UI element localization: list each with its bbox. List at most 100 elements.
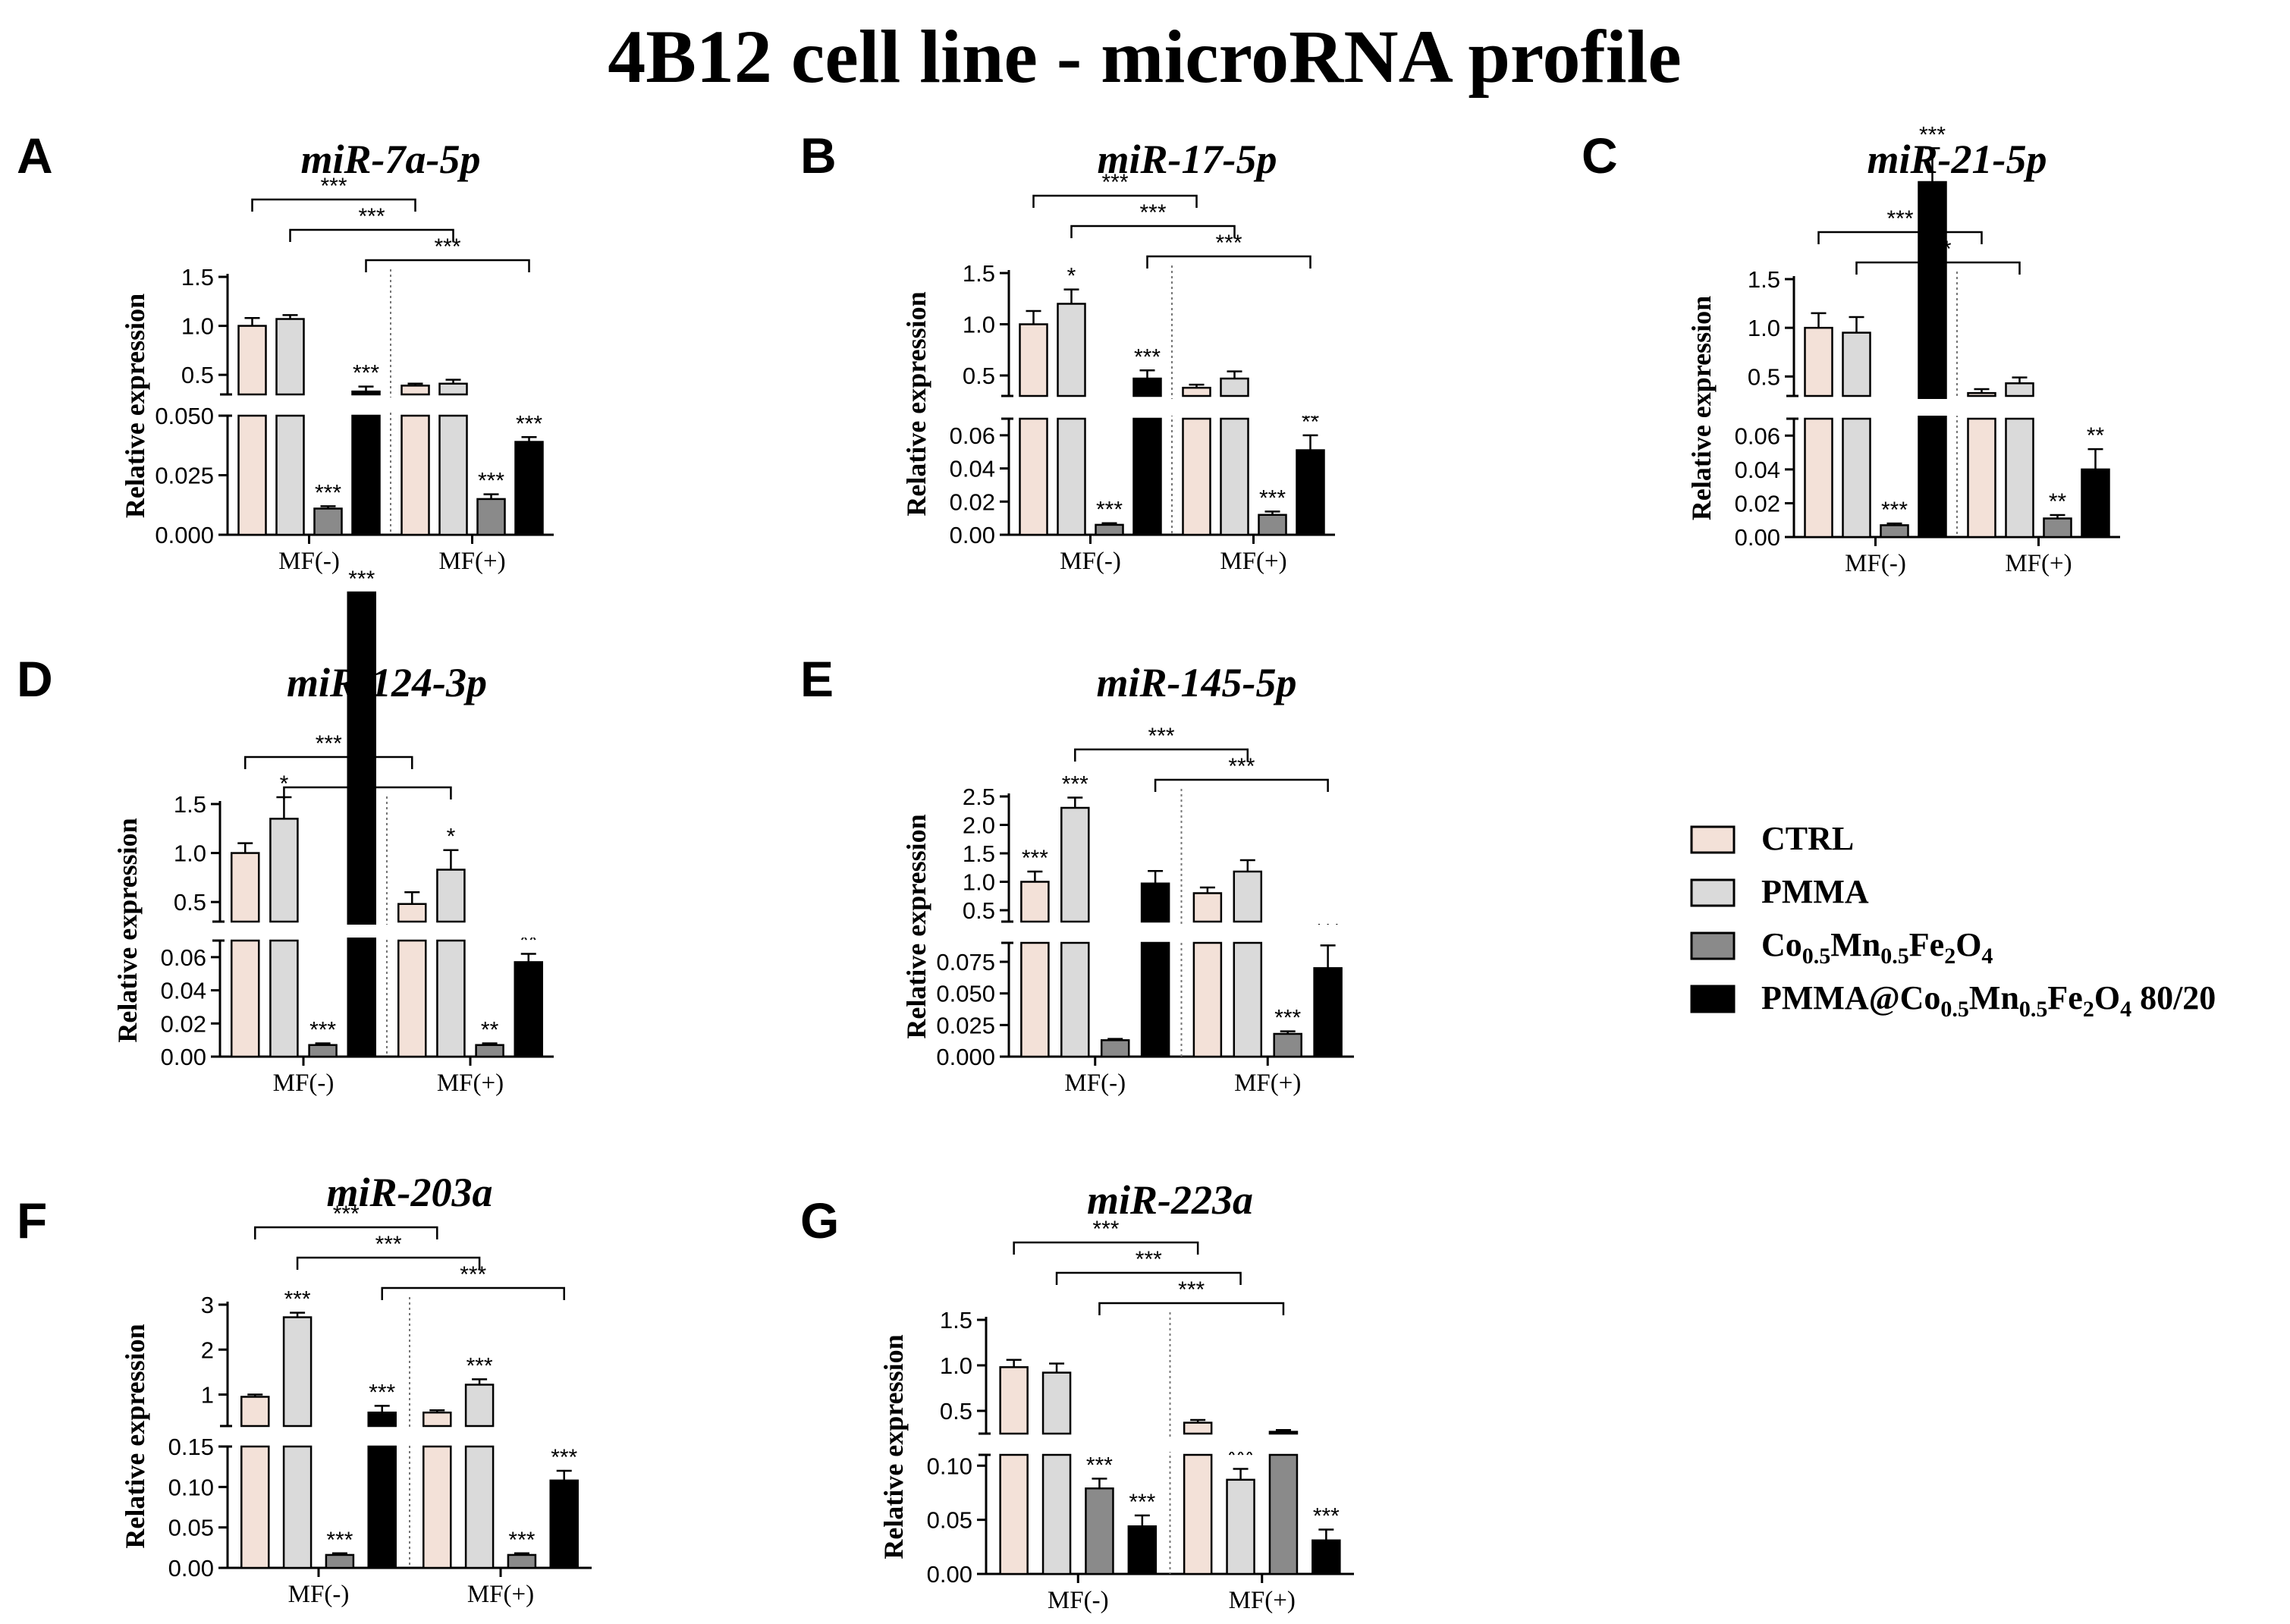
y-tick-label: 0.06 xyxy=(1735,422,1780,449)
x-tick-label: MF(-) xyxy=(1845,550,1906,577)
bar-pmma-co0-5mn0-5fe2o4-80-20-1 xyxy=(2081,468,2110,539)
comparison-bracket xyxy=(1855,261,2021,275)
bar-pmma-0 xyxy=(1057,417,1086,536)
comparison-bracket xyxy=(1146,255,1311,269)
bar-co0-5mn0-5fe2o4-0 xyxy=(325,1553,355,1569)
y-tick-label: 0.02 xyxy=(950,488,995,515)
comparison-bracket xyxy=(289,228,454,242)
significance-label: *** xyxy=(309,1018,336,1043)
bar-ctrl-1 xyxy=(423,1445,452,1569)
bar-ctrl-1 xyxy=(1967,417,1996,539)
x-tick-label: MF(+) xyxy=(1220,548,1286,575)
legend-item: PMMA xyxy=(1690,873,1869,910)
y-tick-label: 2.0 xyxy=(963,812,995,839)
bar-co0-5mn0-5fe2o4-1 xyxy=(1273,1032,1302,1058)
x-tick-label: MF(+) xyxy=(437,1070,504,1097)
y-tick-label: 0.025 xyxy=(936,1012,995,1038)
y-tick-label: 3 xyxy=(201,1292,214,1318)
y-tick-label: 1.0 xyxy=(940,1352,972,1379)
bar-co0-5mn0-5fe2o4-1 xyxy=(1268,1453,1299,1575)
y-tick-label: 0.05 xyxy=(927,1507,972,1534)
comparison-bracket-label: *** xyxy=(1924,237,1951,262)
bar-co0-5mn0-5fe2o4-0 xyxy=(1085,1487,1114,1575)
y-axis-label: Relative expression xyxy=(878,1334,909,1559)
x-tick-label: MF(-) xyxy=(273,1070,335,1097)
significance-label: *** xyxy=(1129,1490,1155,1515)
significance-label: *** xyxy=(516,411,542,436)
bar-pmma-1-upper xyxy=(436,869,466,923)
significance-label: *** xyxy=(353,361,379,386)
bar-ctrl-1-upper xyxy=(423,1411,452,1428)
legend-swatch xyxy=(1690,985,1736,1013)
legend-item: Co0.5Mn0.5Fe2O4 xyxy=(1690,926,1993,969)
comparison-bracket-label: *** xyxy=(320,174,347,199)
y-tick-label: 0.5 xyxy=(963,363,995,389)
bar-pmma-0-upper xyxy=(269,818,299,923)
bar-co0-5mn0-5fe2o4-0 xyxy=(1880,524,1909,539)
y-tick-label: 0.10 xyxy=(168,1474,214,1500)
bar-pmma-1 xyxy=(1220,417,1249,536)
bar-ctrl-0-upper xyxy=(231,852,260,923)
axis-break-gap xyxy=(988,1437,1356,1452)
axis-break-gap xyxy=(230,1429,594,1443)
y-tick-label: 1.5 xyxy=(963,260,995,287)
bar-ctrl-1-upper xyxy=(401,385,430,396)
y-axis-label: Relative expression xyxy=(120,294,150,518)
comparison-bracket-label: *** xyxy=(1101,170,1128,195)
bar-pmma-1-upper xyxy=(464,1384,495,1428)
y-tick-label: 0.05 xyxy=(168,1515,214,1541)
bar-ctrl-1-upper xyxy=(1967,391,1996,397)
significance-label: ** xyxy=(1302,410,1320,435)
panel-letter: A xyxy=(17,127,53,184)
bar-ctrl-1 xyxy=(1192,941,1223,1058)
legend-item: PMMA@Co0.5Mn0.5Fe2O4 80/20 xyxy=(1690,979,2216,1022)
panel-title: miR-223a xyxy=(1087,1177,1253,1223)
significance-label: *** xyxy=(1022,846,1048,871)
comparison-bracket xyxy=(296,1256,481,1270)
bar-pmma-co0-5mn0-5fe2o4-80-20-1 xyxy=(1313,967,1343,1058)
bar-pmma-1 xyxy=(436,939,466,1058)
comparison-bracket xyxy=(1013,1241,1199,1255)
bar-ctrl-0 xyxy=(1019,417,1048,536)
y-tick-label: 0.06 xyxy=(161,944,206,971)
y-tick-label: 1.5 xyxy=(181,264,214,291)
comparison-bracket-label: *** xyxy=(1886,206,1913,231)
comparison-bracket xyxy=(1055,1271,1242,1285)
y-tick-label: 0.025 xyxy=(155,463,214,489)
axis-break-gap xyxy=(1011,399,1337,416)
y-tick-label: 0.050 xyxy=(936,981,995,1007)
bar-co0-5mn0-5fe2o4-0 xyxy=(308,1044,338,1058)
bar-ctrl-0 xyxy=(999,1453,1029,1575)
significance-label: *** xyxy=(1259,485,1286,510)
bar-pmma-1-upper xyxy=(2005,382,2034,397)
bar-pmma-0-upper xyxy=(282,1316,313,1428)
significance-label: *** xyxy=(466,1353,493,1378)
comparison-bracket xyxy=(1098,1302,1285,1315)
legend-label: PMMA@Co0.5Mn0.5Fe2O4 80/20 xyxy=(1761,979,2216,1022)
bar-ctrl-1 xyxy=(401,414,430,536)
significance-label: ** xyxy=(481,1018,499,1043)
x-tick-label: MF(-) xyxy=(1064,1070,1126,1097)
bar-pmma-0 xyxy=(282,1445,313,1569)
bar-pmma-0-upper xyxy=(275,318,305,396)
y-tick-label: 0.5 xyxy=(963,897,995,924)
significance-label: *** xyxy=(1134,344,1161,369)
bar-pmma-0-upper xyxy=(1057,303,1086,397)
significance-label: * xyxy=(280,771,289,796)
x-tick-label: MF(+) xyxy=(2005,550,2072,577)
bar-pmma-1 xyxy=(464,1445,495,1569)
bar-pmma-co0-5mn0-5fe2o4-80-20-0 xyxy=(351,414,381,536)
panel-letter: D xyxy=(17,651,53,707)
bar-co0-5mn0-5fe2o4-1 xyxy=(507,1553,537,1569)
bar-co0-5mn0-5fe2o4-0 xyxy=(313,507,343,536)
y-tick-label: 0.02 xyxy=(161,1010,206,1037)
comparison-bracket xyxy=(1817,231,1983,244)
significance-label: *** xyxy=(326,1528,353,1553)
x-tick-label: MF(-) xyxy=(288,1581,350,1608)
y-tick-label: 0.00 xyxy=(927,1561,972,1588)
bar-pmma-1-upper xyxy=(1233,870,1263,923)
y-tick-label: 2.5 xyxy=(963,784,995,810)
bar-pmma-co0-5mn0-5fe2o4-80-20-0 xyxy=(1140,941,1170,1058)
